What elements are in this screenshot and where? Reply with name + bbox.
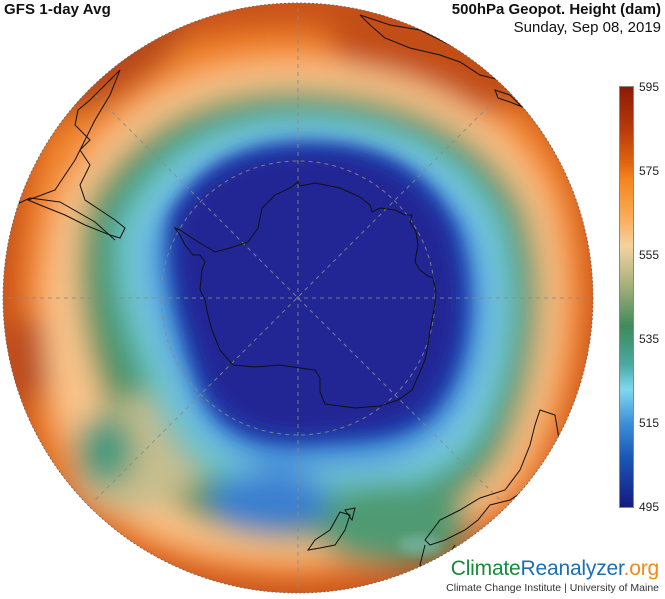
south-america-coastline xyxy=(26,69,126,239)
colorbar-tick-555: 555 xyxy=(639,248,660,262)
colorbar-tick-495: 495 xyxy=(639,500,660,514)
colorbar-tick-575: 575 xyxy=(639,164,660,178)
map-date: Sunday, Sep 08, 2019 xyxy=(513,19,661,36)
climate-reanalyzer-logo: ClimateReanalyzer.org Climate Change Ins… xyxy=(446,557,659,594)
brand-subtitle: Climate Change Institute | University of… xyxy=(446,582,659,594)
model-title: GFS 1-day Avg xyxy=(4,1,111,18)
colorbar-tick-515: 515 xyxy=(639,416,660,430)
variable-title: 500hPa Geopot. Height (dam) xyxy=(451,1,661,18)
height-field xyxy=(3,3,593,593)
colorbar-tick-595: 595 xyxy=(639,80,660,94)
new-zealand-coastline xyxy=(306,511,351,551)
polar-geopotential-map xyxy=(2,2,594,594)
colorbar-tick-535: 535 xyxy=(639,332,660,346)
map-title-block: 500hPa Geopot. Height (dam) Sunday, Sep … xyxy=(452,1,661,37)
brand-name: ClimateReanalyzer.org xyxy=(450,557,659,580)
antarctica-coastline xyxy=(173,181,437,409)
africa-coastline xyxy=(359,14,502,81)
colorbar xyxy=(619,86,634,508)
globe-outline xyxy=(2,2,594,594)
